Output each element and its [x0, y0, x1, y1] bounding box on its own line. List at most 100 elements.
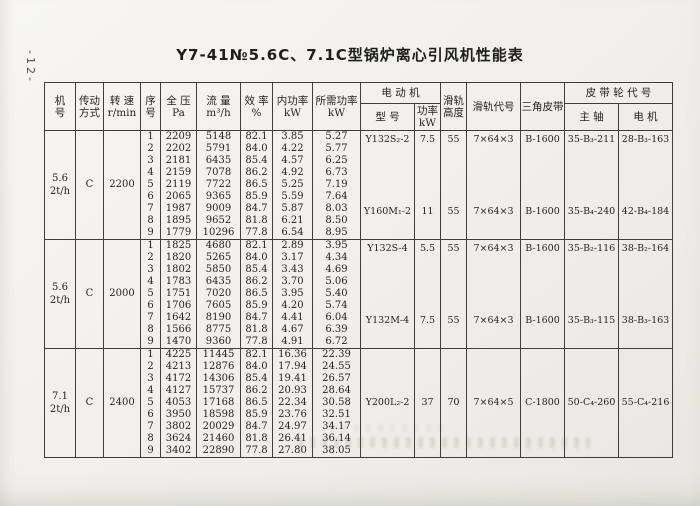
efficiency-cell: 86.5: [240, 179, 273, 192]
required-power-cell: 5.27: [312, 130, 361, 144]
header-pulley-motor: 电 机: [617, 102, 674, 132]
internal-power-cell: 4.41: [272, 312, 313, 325]
header-speed: 转 速 r/min: [103, 81, 141, 132]
seq-cell: 6: [140, 191, 161, 204]
required-power-cell: 5.40: [312, 288, 361, 301]
internal-power-cell: 3.43: [272, 264, 313, 277]
efficiency-cell: 84.0: [240, 252, 273, 265]
pulley-main: 35-B₃-211: [567, 134, 616, 146]
seq-cell: 7: [140, 421, 161, 434]
power: 5.5: [419, 243, 436, 255]
pressure-cell: 2065: [160, 191, 197, 204]
pulley-motor: 55-C₄-216: [621, 397, 670, 409]
flow-cell: 7605: [196, 300, 241, 313]
header-machine-no: 机 号: [44, 81, 76, 132]
required-power-cell: 38.05: [312, 445, 361, 458]
pressure-cell: 1779: [160, 227, 197, 240]
efficiency-cell: 85.9: [240, 409, 273, 422]
flow-cell: 15737: [196, 385, 241, 398]
page-number: -12-: [24, 50, 37, 84]
table-row: 2 2202 5791 84.0 4.22 5.77: [45, 143, 673, 156]
v-belt-entries: B-1600 B-1600: [521, 132, 564, 238]
pulley-motor-entries: 55-C₄-216: [619, 350, 672, 456]
pulley-motor-cell: 55-C₄-216: [617, 348, 674, 458]
efficiency-cell: 85.4: [240, 373, 273, 386]
efficiency-cell: 86.2: [240, 276, 273, 289]
seq-cell: 9: [140, 227, 161, 240]
table-row: 6 1706 7605 85.9 4.20 5.74: [45, 300, 673, 313]
table-header: 机 号 传动 方式 转 速 r/min 序 号 全 压 Pa 流 量 m³/h …: [44, 81, 674, 132]
power: 7.5: [419, 315, 436, 327]
machine-no-cell: 5.6 2t/h: [44, 239, 76, 349]
rail-code: 7×64×3: [473, 206, 514, 218]
internal-power-cell: 6.21: [272, 215, 313, 228]
pressure-cell: 4172: [160, 373, 197, 386]
header-pulley-main: 主 轴: [564, 102, 619, 132]
internal-power-cell: 5.59: [272, 191, 313, 204]
required-power-cell: 26.57: [312, 373, 361, 386]
table-row: 9 1779 10296 77.8 6.54 8.95: [45, 227, 673, 240]
rail-code-cell: 7×64×3 7×64×3: [466, 130, 521, 240]
required-power-cell: 28.64: [312, 385, 361, 398]
efficiency-cell: 86.5: [240, 397, 273, 410]
model: Y200L₂-2: [365, 397, 410, 409]
model-entries: Y200L₂-2: [361, 350, 414, 456]
flow-cell: 5265: [196, 252, 241, 265]
internal-power-cell: 24.97: [272, 421, 313, 434]
required-power-cell: 5.77: [312, 143, 361, 156]
seq-cell: 4: [140, 276, 161, 289]
required-power-cell: 32.51: [312, 409, 361, 422]
internal-power-cell: 4.67: [272, 324, 313, 337]
rail-height-cell: 55 55: [440, 239, 467, 349]
internal-power-cell: 4.20: [272, 300, 313, 313]
efficiency-cell: 84.7: [240, 421, 273, 434]
header-row-2: 型 号 功率 kW 主 轴 电 机: [45, 102, 674, 132]
model: Y160M₁-2: [363, 206, 412, 218]
pressure-cell: 1751: [160, 288, 197, 301]
pulley-motor-entries: 38-B₂-164 38-B₃-163: [619, 241, 672, 347]
table-row: 9 1470 9360 77.8 4.91 6.72: [45, 336, 673, 349]
seq-cell: 2: [140, 143, 161, 156]
pressure-cell: 1987: [160, 203, 197, 216]
flow-cell: 8775: [196, 324, 241, 337]
required-power-cell: 8.03: [312, 203, 361, 216]
required-power-cell: 30.58: [312, 397, 361, 410]
seq-cell: 9: [140, 336, 161, 349]
required-power-cell: 6.04: [312, 312, 361, 325]
pulley-main: 35-B₄-240: [567, 206, 616, 218]
efficiency-cell: 81.8: [240, 433, 273, 446]
speed-cell: 2400: [103, 348, 141, 458]
table-row: 2 1820 5265 84.0 3.17 4.34: [45, 252, 673, 265]
seq-cell: 4: [140, 385, 161, 398]
model-entries: Y132S-4 Y132M-4: [361, 241, 414, 347]
efficiency-cell: 85.9: [240, 191, 273, 204]
table-row: 6 3950 18598 85.9 23.76 32.51: [45, 409, 673, 422]
seq-cell: 3: [140, 373, 161, 386]
pulley-main: 35-B₃-115: [567, 315, 616, 327]
rail-code-entries: 7×64×3 7×64×3: [467, 241, 520, 347]
seq-cell: 5: [140, 179, 161, 192]
header-efficiency: 效 率 %: [240, 81, 273, 132]
internal-power-cell: 3.17: [272, 252, 313, 265]
model-cell: Y200L₂-2: [360, 348, 415, 458]
drive-type-cell: C: [75, 239, 104, 349]
efficiency-cell: 85.9: [240, 300, 273, 313]
required-power-cell: 7.64: [312, 191, 361, 204]
efficiency-cell: 77.8: [240, 336, 273, 349]
v-belt-entries: C-1800: [521, 350, 564, 456]
power-cell: 37: [414, 348, 441, 458]
pressure-cell: 1470: [160, 336, 197, 349]
pressure-cell: 4225: [160, 348, 197, 362]
pressure-cell: 1783: [160, 276, 197, 289]
v-belt-entries: B-1600 B-1600: [521, 241, 564, 347]
seq-cell: 1: [140, 239, 161, 253]
pressure-cell: 1566: [160, 324, 197, 337]
power: 7.5: [419, 134, 436, 146]
table-row: 4 1783 6435 86.2 3.70 5.06: [45, 276, 673, 289]
flow-cell: 5850: [196, 264, 241, 277]
required-power-cell: 34.17: [312, 421, 361, 434]
efficiency-cell: 82.1: [240, 130, 273, 144]
table-row: 4 4127 15737 86.2 20.93 28.64: [45, 385, 673, 398]
pulley-motor: 28-B₃-163: [621, 134, 670, 146]
table-row: 2 4213 12876 84.0 17.94 24.55: [45, 361, 673, 374]
